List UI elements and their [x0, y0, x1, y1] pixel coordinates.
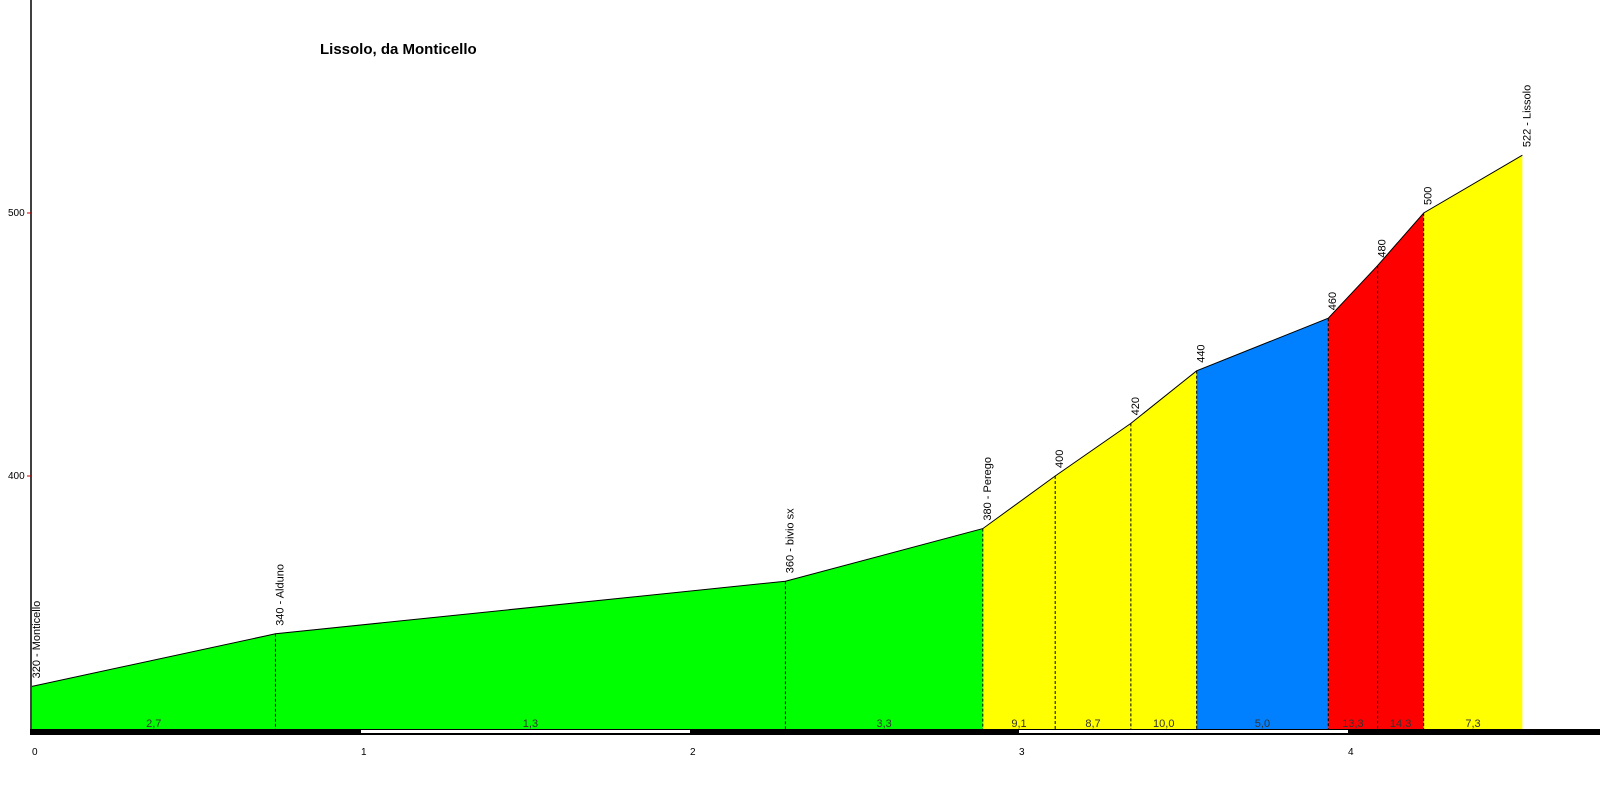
- waypoint-label: 320 - Monticello: [31, 601, 43, 679]
- chart-title: Lissolo, da Monticello: [320, 41, 477, 58]
- x-tick-label: 0: [32, 747, 38, 758]
- x-tick-label: 2: [690, 747, 696, 758]
- waypoint-label: 500: [1423, 187, 1435, 205]
- profile-areas: [32, 155, 1523, 732]
- profile-segment-4: [982, 476, 1056, 732]
- x-axis-bar-white-band: [1019, 730, 1348, 733]
- profile-segment-5: [1055, 423, 1131, 732]
- segment-gradient-label: 7,3: [1465, 718, 1480, 730]
- y-tick-label: 500: [8, 208, 25, 219]
- profile-segment-1: [32, 633, 276, 732]
- profile-line: [31, 154, 1523, 687]
- profile-outline: [31, 154, 1523, 687]
- profile-segment-2: [275, 581, 786, 732]
- x-axis-bar: [30, 729, 1600, 735]
- waypoint-label: 480: [1377, 239, 1389, 257]
- axes: 400 500 0 1 2 3 4: [8, 0, 1600, 758]
- profile-segment-8: [1328, 265, 1378, 732]
- segment-gradient-label: 13,3: [1342, 718, 1363, 730]
- profile-segment-10: [1423, 155, 1523, 732]
- profile-segment-6: [1130, 370, 1197, 732]
- segment-gradient-label: 3,3: [876, 718, 891, 730]
- x-tick-label: 1: [361, 747, 367, 758]
- segment-gradient-label: 5,0: [1255, 718, 1270, 730]
- waypoint-label: 400: [1054, 450, 1066, 468]
- waypoint-label: 420: [1130, 397, 1142, 415]
- segment-dividers: [274, 213, 1425, 732]
- waypoint-label: 440: [1196, 344, 1208, 362]
- segment-gradient-label: 14,3: [1390, 718, 1411, 730]
- waypoint-label: 460: [1327, 292, 1339, 310]
- segment-gradient-label: 8,7: [1085, 718, 1100, 730]
- segment-gradient-label: 9,1: [1011, 718, 1026, 730]
- waypoint-label: 522 - Lissolo: [1521, 85, 1533, 147]
- segment-gradient-label: 2,7: [146, 718, 161, 730]
- waypoint-label: 360 - bivio sx: [784, 508, 796, 573]
- x-tick-label: 4: [1348, 747, 1354, 758]
- x-axis-bar-white-band: [361, 730, 690, 733]
- chart-labels: 2,7 1,3 3,3 9,1 8,7 10,0 5,0 13,3 14,3 7,3 320 - M…: [31, 85, 1533, 730]
- y-tick-label: 400: [8, 471, 25, 482]
- profile-segment-3: [785, 528, 983, 732]
- profile-segment-7: [1196, 318, 1329, 732]
- waypoint-label: 380 - Perego: [982, 457, 994, 521]
- waypoint-label: 340 - Alduno: [274, 564, 286, 626]
- segment-gradient-label: 1,3: [523, 718, 538, 730]
- profile-segment-9: [1377, 213, 1424, 732]
- x-tick-label: 3: [1019, 747, 1025, 758]
- segment-gradient-label: 10,0: [1153, 718, 1174, 730]
